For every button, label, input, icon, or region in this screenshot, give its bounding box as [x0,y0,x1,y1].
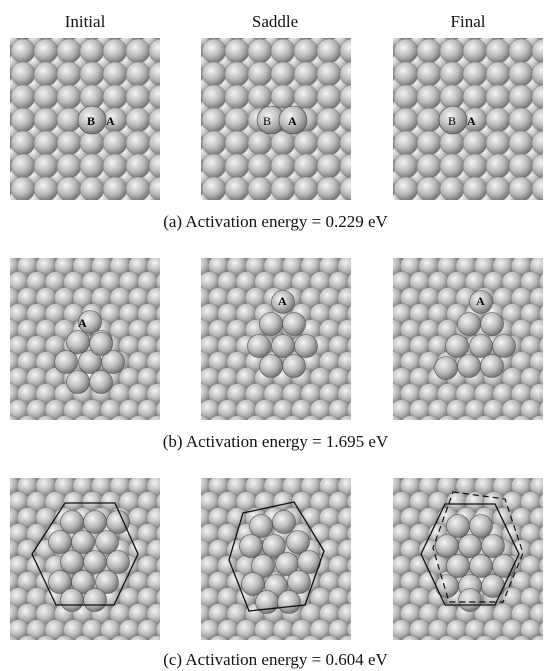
adatom-a [278,105,308,135]
label-b: B [263,114,271,128]
label-b: B [448,114,456,128]
label-overlay: A [476,294,485,308]
hexagon-outline [228,501,325,612]
panel-b-saddle: A [201,258,351,420]
panel-b-final: A [393,258,543,420]
adatom-overlay: B A [77,105,115,135]
caption-a: (a) Activation energy = 0.229 eV [163,212,388,231]
adatom-overlay: B A [256,105,308,135]
cluster-overlay [434,290,516,380]
cluster-overlay [48,510,130,612]
hex-lattice-image [393,258,543,420]
hexagon-outline [31,502,139,606]
column-header-initial: Initial [64,12,106,31]
hex-lattice-image [201,258,351,420]
caption-b: (b) Activation energy = 1.695 eV [162,432,389,451]
hex-lattice-image [201,478,351,640]
adatom-a [77,105,107,135]
label-overlay: A [78,316,87,330]
cluster-overlay [247,290,318,378]
square-lattice-image [10,38,160,200]
label-a: A [278,294,287,308]
label-a: A [78,316,87,330]
adatom-overlay: B A [438,105,476,135]
label-a: A [476,294,485,308]
caption-c: (c) Activation energy = 0.604 eV [163,650,388,669]
panel-c-saddle [201,478,351,640]
square-lattice-image [201,38,351,200]
label-a: A [106,114,115,128]
column-header-saddle: Saddle [251,12,299,31]
panel-a-saddle: B A [201,38,351,200]
cluster-overlay [54,310,125,394]
label-a: A [288,114,297,128]
cluster-overlay [435,514,516,612]
hex-lattice-image [393,478,543,640]
panel-c-final [393,478,543,640]
panel-a-initial: B A [10,38,160,200]
panel-a-final: B A [393,38,543,200]
panel-c-initial [10,478,160,640]
adatom-b [438,105,468,135]
panel-b-initial: A [10,258,160,420]
cluster-overlay [239,510,321,614]
label-a: A [467,114,476,128]
hexagon-outline [420,491,524,606]
column-header-final: Final [450,12,486,31]
label-b: B [87,114,95,128]
label-overlay: A [278,294,287,308]
